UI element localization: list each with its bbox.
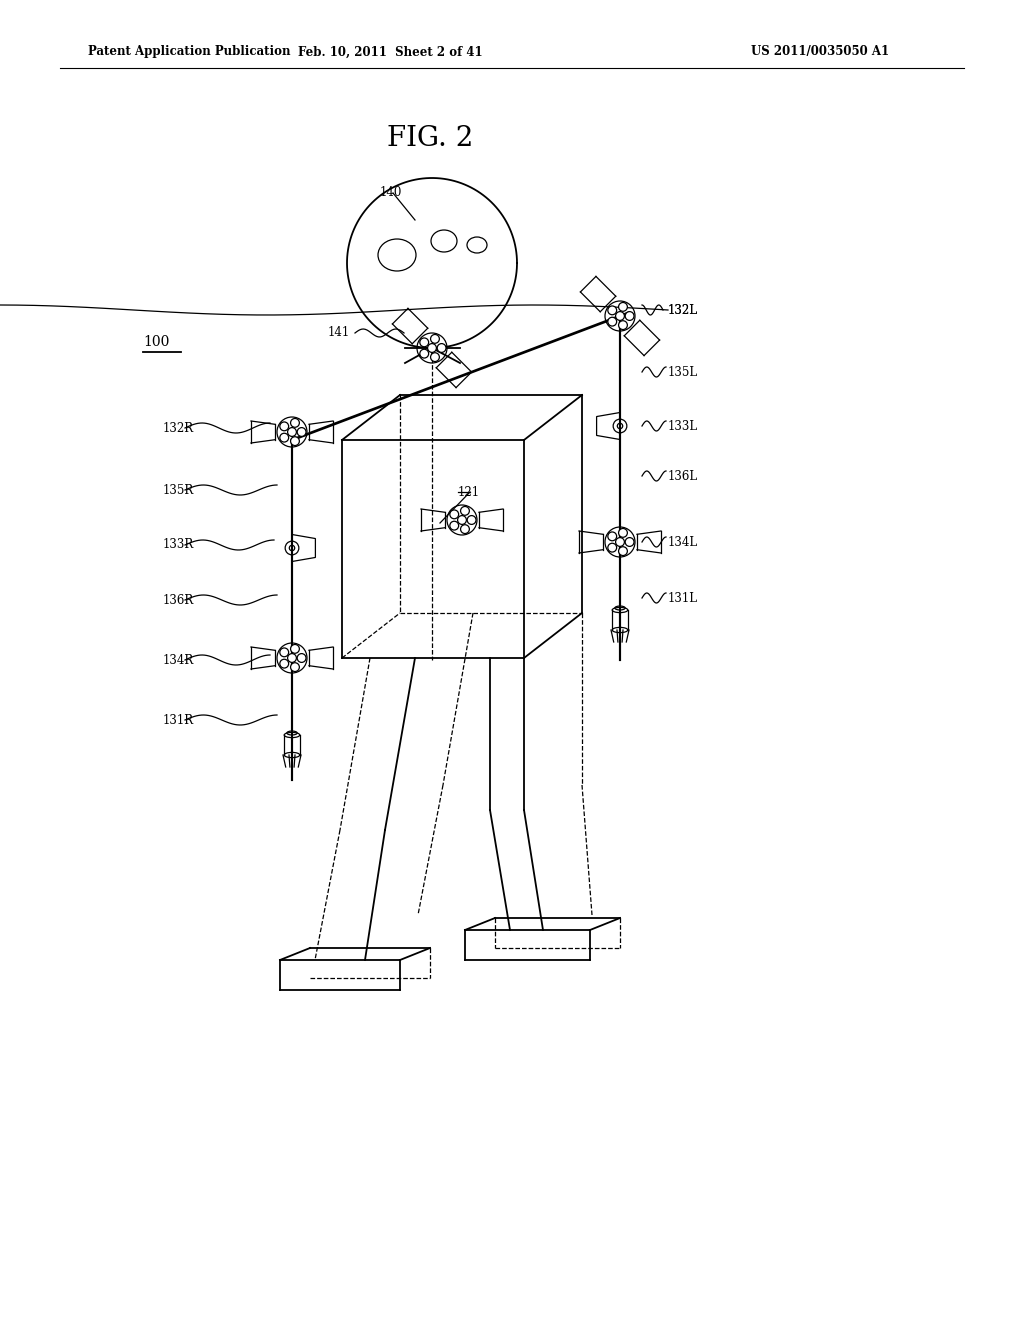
Circle shape — [608, 317, 616, 326]
Text: 121: 121 — [458, 486, 480, 499]
Circle shape — [288, 428, 296, 437]
Text: 136R: 136R — [163, 594, 195, 606]
Text: 133L: 133L — [668, 420, 698, 433]
Text: 140: 140 — [380, 186, 402, 199]
Circle shape — [280, 659, 289, 668]
Text: 132R: 132R — [163, 421, 195, 434]
Circle shape — [430, 334, 439, 343]
Text: 135L: 135L — [668, 366, 698, 379]
Circle shape — [280, 422, 289, 430]
Circle shape — [626, 537, 634, 546]
Circle shape — [467, 516, 476, 524]
Circle shape — [420, 338, 429, 347]
Circle shape — [291, 644, 299, 653]
Text: 133R: 133R — [163, 539, 195, 552]
Text: Patent Application Publication: Patent Application Publication — [88, 45, 291, 58]
Circle shape — [291, 437, 299, 446]
Circle shape — [291, 418, 299, 428]
Circle shape — [428, 343, 436, 352]
Circle shape — [420, 350, 429, 358]
Circle shape — [290, 545, 295, 550]
Text: 134R: 134R — [163, 653, 195, 667]
Circle shape — [615, 312, 625, 321]
Text: Feb. 10, 2011  Sheet 2 of 41: Feb. 10, 2011 Sheet 2 of 41 — [298, 45, 482, 58]
Circle shape — [430, 352, 439, 362]
Text: 136L: 136L — [668, 470, 698, 483]
Text: 132L: 132L — [668, 304, 698, 317]
Circle shape — [280, 648, 289, 657]
Circle shape — [618, 528, 628, 537]
Circle shape — [618, 302, 628, 312]
Circle shape — [608, 306, 616, 314]
Circle shape — [291, 663, 299, 672]
Circle shape — [626, 312, 634, 321]
Circle shape — [461, 525, 469, 533]
Circle shape — [450, 521, 459, 531]
Circle shape — [288, 653, 296, 663]
Text: 134L: 134L — [668, 536, 698, 549]
Text: 135R: 135R — [163, 483, 195, 496]
Circle shape — [458, 516, 466, 524]
Text: 100: 100 — [143, 335, 169, 348]
Circle shape — [618, 321, 628, 330]
Circle shape — [617, 424, 623, 429]
Circle shape — [450, 510, 459, 519]
Circle shape — [297, 428, 306, 437]
Text: 132L: 132L — [668, 304, 698, 317]
Circle shape — [437, 343, 446, 352]
Circle shape — [280, 433, 289, 442]
Text: US 2011/0035050 A1: US 2011/0035050 A1 — [751, 45, 889, 58]
Circle shape — [615, 537, 625, 546]
Text: 141: 141 — [328, 326, 350, 339]
Circle shape — [297, 653, 306, 663]
Circle shape — [608, 544, 616, 552]
Text: 131R: 131R — [163, 714, 195, 726]
Circle shape — [461, 507, 469, 515]
Text: FIG. 2: FIG. 2 — [387, 124, 473, 152]
Text: 131L: 131L — [668, 591, 698, 605]
Circle shape — [608, 532, 616, 541]
Circle shape — [618, 546, 628, 556]
